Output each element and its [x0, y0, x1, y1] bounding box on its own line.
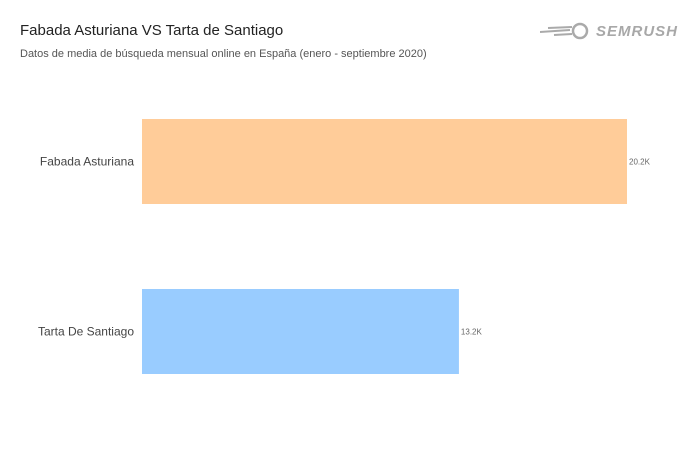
data-label: 13.2K [461, 328, 483, 337]
category-label: Tarta De Santiago [38, 325, 134, 339]
category-label: Fabada Asturiana [40, 155, 134, 169]
data-label: 20.2K [629, 158, 651, 167]
bar-1 [142, 289, 459, 374]
chart-title: Fabada Asturiana VS Tarta de Santiago [20, 22, 284, 39]
bar-0 [142, 119, 627, 204]
semrush-fireball-icon [540, 22, 589, 40]
semrush-logo: SEMRUSH [540, 22, 678, 40]
chart-subtitle: Datos de media de búsqueda mensual onlin… [20, 48, 427, 60]
semrush-wordmark: SEMRUSH [596, 22, 679, 40]
